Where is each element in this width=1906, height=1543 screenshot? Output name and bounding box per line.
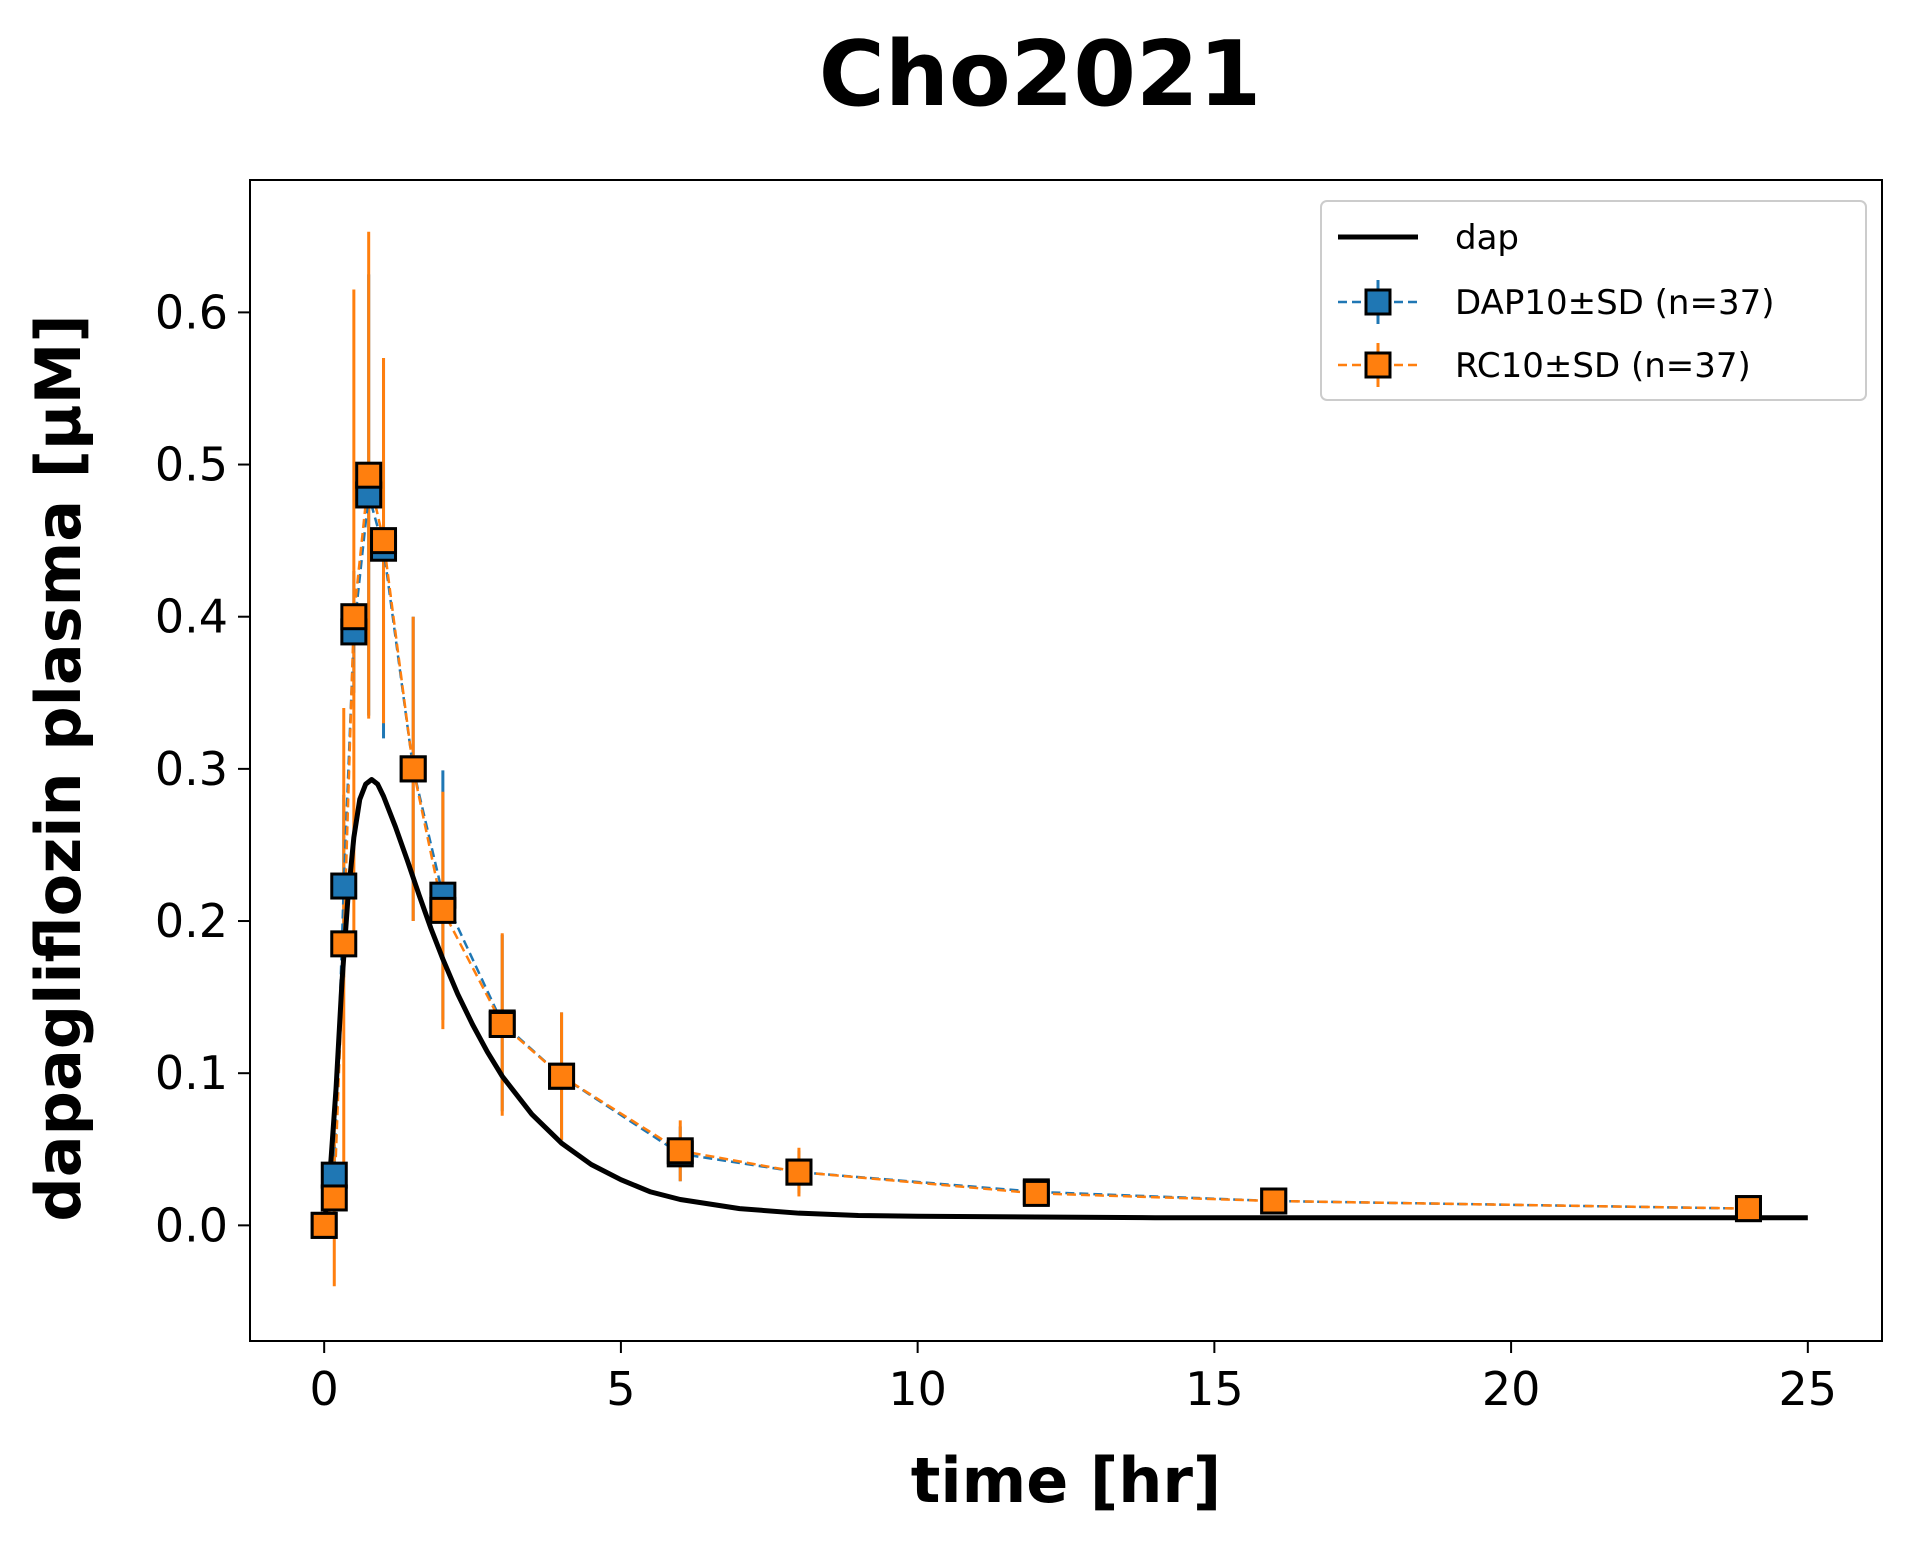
data-point-marker [310,1211,338,1239]
plot-layer: 0 5 10 15 20 25 0.0 0.1 0.2 0.3 0.4 0.5 0.6 dap DAP10±… [155,179,1883,1416]
legend-marker [1364,351,1392,379]
y-tick-label: 0.3 [155,742,228,796]
series-dap10 [332,274,1750,1215]
data-point-marker [1734,1195,1762,1223]
x-tick-label: 10 [888,1362,947,1416]
model-curve-line [321,777,1808,1226]
series-line [323,474,1749,1226]
data-point-marker [1260,1187,1288,1215]
data-point-marker [330,930,358,958]
y-axis-title: dapagliflozin plasma [µM] [22,314,95,1221]
plot-frame [249,179,1883,1342]
legend-marker [1364,288,1392,316]
data-point-marker [355,461,383,489]
data-point-marker [370,527,398,555]
y-tick-label: 0.2 [155,894,228,948]
data-point-marker [320,1184,348,1212]
y-tick-label: 0.6 [155,285,228,339]
y-tick-label: 0.5 [155,438,228,492]
y-tick-label: 0.0 [155,1198,228,1252]
data-point-marker [399,755,427,783]
data-point-marker [488,1011,516,1039]
x-tick-label: 20 [1482,1362,1541,1416]
x-tick-label: 15 [1185,1362,1244,1416]
y-tick-label: 0.1 [155,1046,228,1100]
x-tick-label: 5 [606,1362,635,1416]
y-tick-label: 0.4 [155,590,228,644]
data-point-marker [548,1062,576,1090]
data-point-marker [320,1161,348,1189]
data-point-marker [330,872,358,900]
data-point-marker [785,1158,813,1186]
series-line [322,494,1749,1226]
legend-label: dap [1455,218,1519,258]
data-point-marker [1022,1179,1050,1207]
x-tick-label: 25 [1779,1362,1838,1416]
legend-box [1320,200,1867,401]
x-axis-title: time [hr] [911,1444,1222,1517]
legend-label: RC10±SD (n=37) [1455,346,1751,386]
legend: dap DAP10±SD (n=37) RC10±SD (n=37) [1320,200,1867,401]
data-layer [310,231,1808,1287]
data-point-marker [666,1137,694,1165]
chart-title: Cho2021 [819,22,1261,127]
x-tick-label: 0 [310,1362,339,1416]
legend-label: DAP10±SD (n=37) [1455,283,1775,323]
data-point-marker [429,896,457,924]
data-point-marker [340,603,368,631]
